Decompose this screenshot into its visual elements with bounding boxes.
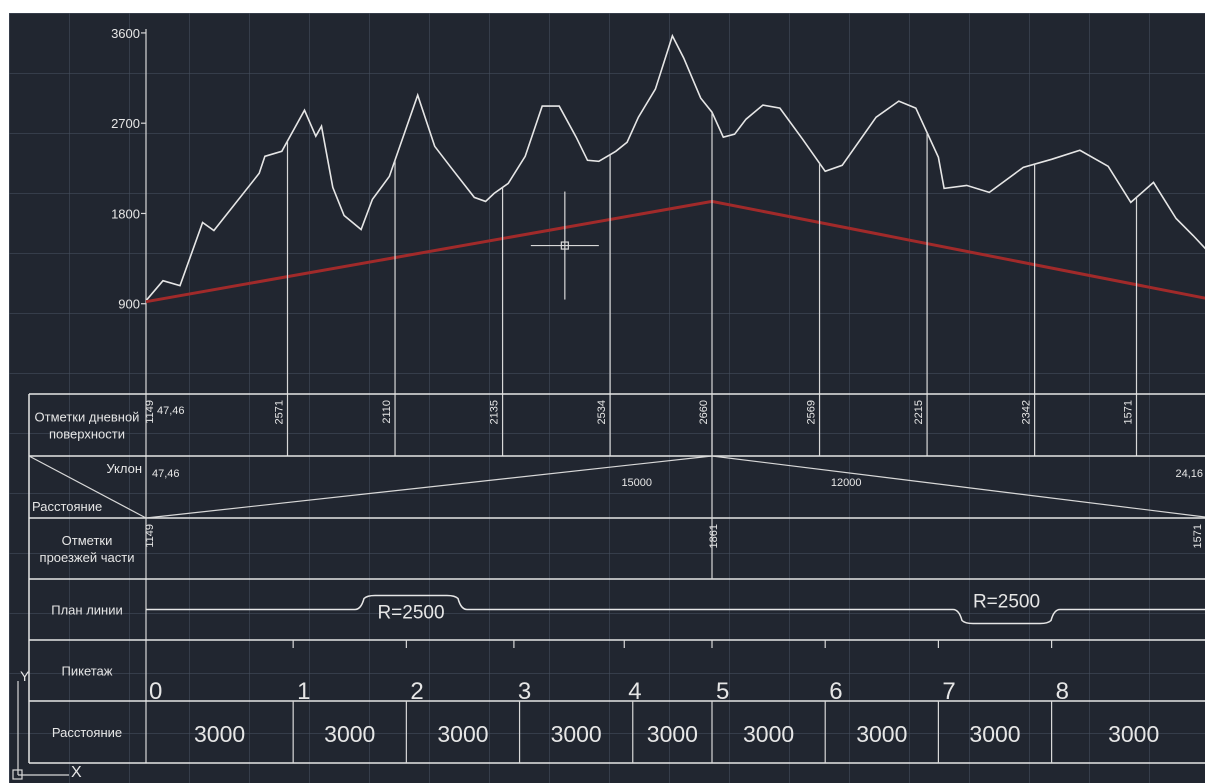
slope-start: 47,46 [152, 468, 180, 480]
distance-value: 3000 [743, 721, 794, 747]
ground-mark: 2110 [381, 400, 393, 424]
ground-mark: 2571 [274, 400, 286, 424]
distance-value: 3000 [194, 721, 245, 747]
curve-label-1: R=2500 [377, 603, 444, 624]
ground-mark: 2215 [913, 400, 925, 424]
picket-number: 4 [628, 678, 641, 705]
picket-number: 3 [518, 678, 531, 705]
slope-left-distance: 15000 [621, 477, 652, 489]
picket-number: 0 [149, 678, 162, 705]
picket-number: 7 [942, 678, 955, 705]
ucs-x-label: X [71, 764, 82, 781]
distance-value: 3000 [551, 721, 602, 747]
slope-line-left [145, 455, 713, 519]
row-label: Расстояние [52, 725, 122, 740]
picket-number: 8 [1056, 678, 1069, 705]
slope-label-diagonal [28, 455, 147, 519]
row-label: проезжей части [40, 550, 135, 565]
ucs-y-label: Y [20, 668, 30, 684]
ground-mark: 1149 [144, 400, 156, 424]
ground-mark: 2135 [489, 400, 501, 424]
row-label: Уклон [106, 461, 142, 476]
ground-mark: 2569 [806, 400, 818, 424]
profile-table: Отметки дневной поверхности Уклон Расстояни… [28, 393, 1205, 764]
row-label: Пикетаж [62, 664, 113, 679]
distance-value: 3000 [324, 721, 375, 747]
ground-mark: 1571 [1123, 400, 1135, 424]
slope-right-distance: 12000 [831, 477, 862, 489]
picket-number: 2 [410, 678, 423, 705]
row-label: Отметки дневной [35, 410, 140, 425]
crosshair-cursor [530, 191, 599, 300]
ground-line [145, 33, 1205, 302]
ground-profile [145, 33, 1205, 456]
slope-line-right [711, 455, 1205, 518]
ground-mark: 47,46 [157, 405, 185, 417]
ground-mark: 2342 [1021, 400, 1033, 424]
design-grade-line [145, 199, 1205, 304]
road-mark: 1571 [1192, 524, 1204, 548]
ground-mark: 2534 [596, 400, 608, 424]
distance-value: 3000 [1108, 721, 1159, 747]
profile-drawing: 3600 2700 1800 900 Отметки дневной поверхнос… [12, 26, 1205, 781]
distance-value: 3000 [856, 721, 907, 747]
road-mark: 1861 [708, 524, 720, 548]
row-label: Отметки [62, 533, 113, 548]
row-label: Расстояние [32, 499, 102, 514]
distance-value: 3000 [969, 721, 1020, 747]
distance-value: 3000 [437, 721, 488, 747]
y-tick-label: 2700 [111, 116, 140, 131]
slope-end: 24,16 [1175, 468, 1203, 480]
cad-viewport[interactable]: 3600 2700 1800 900 Отметки дневной поверхнос… [9, 13, 1205, 783]
road-mark: 1149 [144, 524, 156, 548]
curve-label-2: R=2500 [973, 592, 1040, 613]
ucs-origin-box [12, 769, 23, 780]
y-tick-label: 900 [118, 297, 140, 312]
crosshair-pickbox [560, 241, 569, 250]
picket-number: 6 [829, 678, 842, 705]
picket-number: 1 [297, 678, 310, 705]
ucs-icon: YX [12, 668, 82, 781]
picket-number: 5 [716, 678, 729, 705]
ground-mark: 2660 [698, 400, 710, 424]
plan-line [146, 594, 1205, 625]
row-label: План линии [51, 603, 123, 618]
y-tick-label: 3600 [111, 26, 140, 41]
distance-value: 3000 [647, 721, 698, 747]
y-tick-label: 1800 [111, 206, 140, 221]
row-label: поверхности [49, 427, 125, 442]
